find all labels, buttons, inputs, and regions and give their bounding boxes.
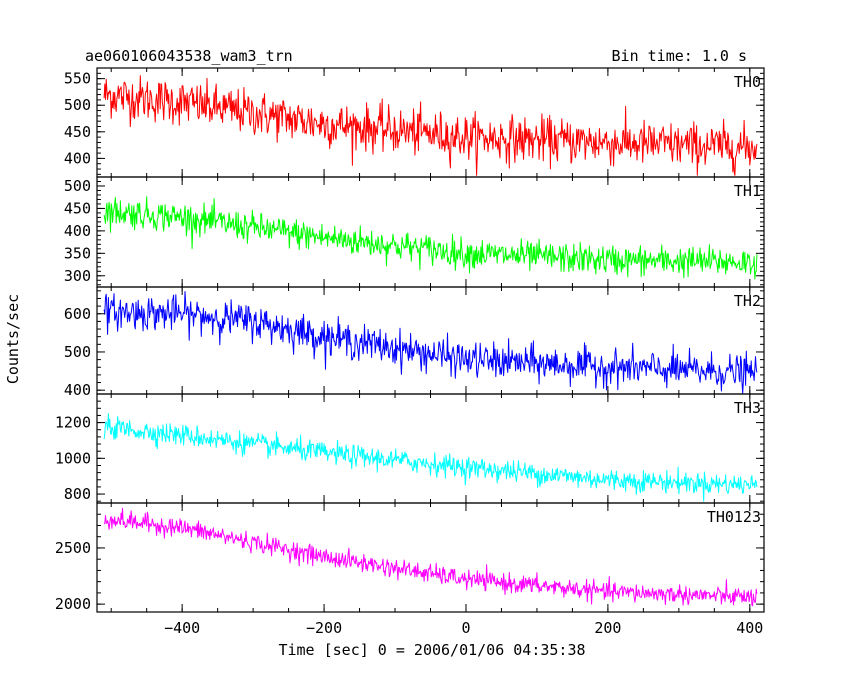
- y-tick-label: 2000: [55, 595, 91, 613]
- series-line-th1: [103, 196, 758, 280]
- x-tick-label: 200: [594, 619, 621, 637]
- y-tick-label: 400: [64, 381, 91, 399]
- chart-title-left: ae060106043538_wam3_trn: [85, 47, 293, 65]
- panel-th2: 400 500 600 TH2: [64, 286, 765, 399]
- y-tick-label: 500: [64, 177, 91, 195]
- series-line-th0: [103, 75, 758, 176]
- series-line-th3: [103, 413, 758, 502]
- panel-label-th1: TH1: [734, 182, 761, 200]
- panel-label-th2: TH2: [734, 292, 761, 310]
- y-axis-label: Counts/sec: [4, 294, 22, 384]
- panel-frame: [96, 67, 765, 178]
- y-tick-label: 350: [64, 244, 91, 262]
- y-tick-label: 1200: [55, 414, 91, 432]
- series-line-th0123: [103, 507, 758, 607]
- y-tick-label: 2500: [55, 539, 91, 557]
- y-tick-label: 600: [64, 305, 91, 323]
- panel-th1: 300 350 400 450 500 TH1: [64, 176, 765, 288]
- chart-title-right: Bin time: 1.0 s: [612, 47, 747, 65]
- x-tick-label: 400: [736, 619, 763, 637]
- x-tick-label: −400: [164, 619, 200, 637]
- x-axis-label: Time [sec] 0 = 2006/01/06 04:35:38: [278, 641, 585, 659]
- panel-th3: 800 1000 1200 TH3: [55, 393, 765, 504]
- panel-label-th0123: TH0123: [707, 508, 761, 526]
- panel-group: 400 450 500 550 TH0 300 350 400 450 500 TH1 400 500 6…: [55, 67, 765, 613]
- y-tick-label: 450: [64, 123, 91, 141]
- y-tick-label: 1000: [55, 449, 91, 467]
- y-tick-label: 450: [64, 199, 91, 217]
- y-tick-label: 400: [64, 149, 91, 167]
- x-tick-label: −200: [306, 619, 342, 637]
- y-tick-label: 800: [64, 485, 91, 503]
- panel-th0: 400 450 500 550 TH0: [64, 67, 765, 178]
- y-tick-label: 300: [64, 267, 91, 285]
- series-line-th2: [103, 291, 758, 394]
- panel-frame: [96, 393, 765, 504]
- panel-label-th3: TH3: [734, 399, 761, 417]
- y-tick-label: 500: [64, 343, 91, 361]
- y-tick-label: 500: [64, 96, 91, 114]
- x-axis: −400 −200 0 200 400: [164, 619, 763, 637]
- panel-th0123: 2000 2500 TH0123: [55, 502, 765, 613]
- panel-label-th0: TH0: [734, 73, 761, 91]
- x-tick-label: 0: [461, 619, 470, 637]
- y-tick-label: 550: [64, 70, 91, 88]
- y-tick-label: 400: [64, 222, 91, 240]
